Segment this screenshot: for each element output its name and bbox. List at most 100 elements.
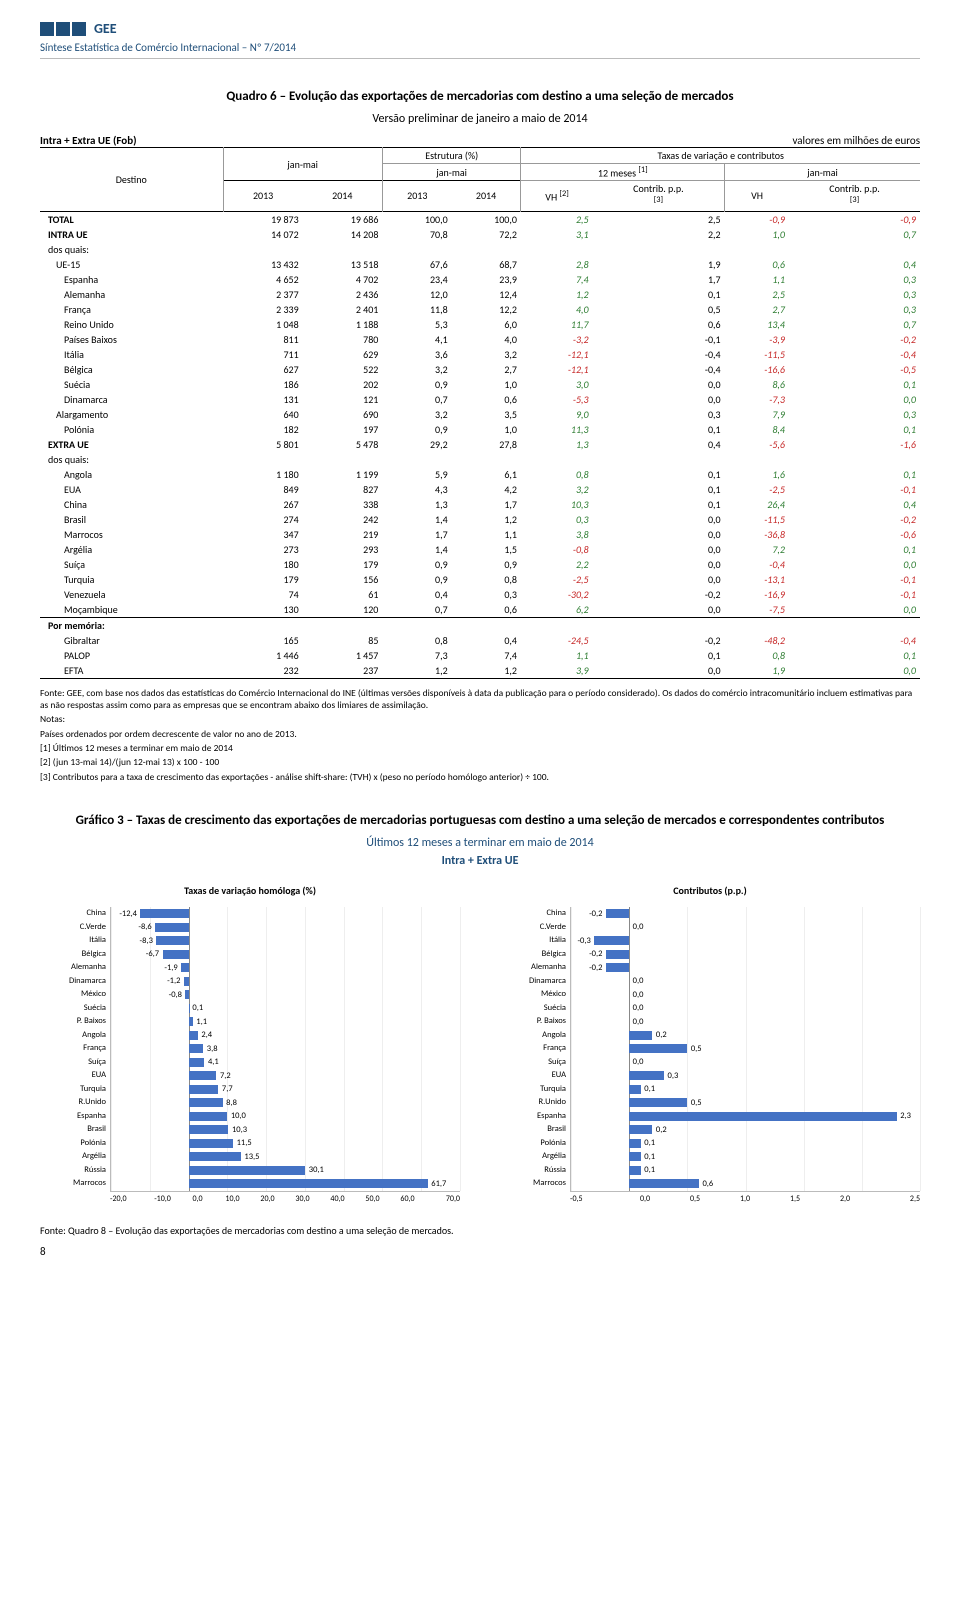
charts-container: Taxas de variação homóloga (%) ChinaC.Ve… — [40, 884, 920, 1204]
table-row: PALOP1 4461 4577,37,41,10,10,80,1 — [40, 648, 920, 663]
table-row: TOTAL19 87319 686100,0100,02,52,5-0,9-0,… — [40, 211, 920, 227]
table-row: Moçambique1301200,70,66,20,0-7,50,0 — [40, 602, 920, 618]
bar-row: 0,0 — [571, 1056, 920, 1070]
table-row: Reino Unido1 0481 1885,36,011,70,613,40,… — [40, 317, 920, 332]
table-row: Brasil2742421,41,20,30,0-11,5-0,2 — [40, 512, 920, 527]
chart-left-labels: ChinaC.VerdeItáliaBélgicaAlemanhaDinamar… — [40, 907, 110, 1192]
bar-row: -0,2 — [571, 961, 920, 975]
bar-row: 11,5 — [111, 1137, 460, 1151]
fonte: Fonte: GEE, com base nos dados das estat… — [40, 687, 920, 712]
bar-row: 7,2 — [111, 1069, 460, 1083]
bar-row: 2,4 — [111, 1029, 460, 1043]
table-row: Polónia1821970,91,011,30,18,40,1 — [40, 422, 920, 437]
main-table: Destino jan-mai Estrutura (%) Taxas de v… — [40, 147, 920, 679]
bar-row: 10,3 — [111, 1123, 460, 1137]
bar-row: 0,0 — [571, 1002, 920, 1016]
chart-left-title: Taxas de variação homóloga (%) — [40, 884, 460, 897]
bar-row: -8,3 — [111, 934, 460, 948]
header: GEE — [40, 20, 920, 37]
bar-row: -0,3 — [571, 934, 920, 948]
notas: Notas: — [40, 713, 920, 725]
bar-row: -12,4 — [111, 907, 460, 921]
table-row: Angola1 1801 1995,96,10,80,11,60,1 — [40, 467, 920, 482]
table-row: Suécia1862020,91,03,00,08,60,1 — [40, 377, 920, 392]
table-row: Argélia2732931,41,5-0,80,07,20,1 — [40, 542, 920, 557]
bar-row: 13,5 — [111, 1150, 460, 1164]
bar-row: 8,8 — [111, 1096, 460, 1110]
chart-right-bars: -0,20,0-0,3-0,2-0,20,00,00,00,00,20,50,0… — [570, 907, 920, 1192]
chart-left: Taxas de variação homóloga (%) ChinaC.Ve… — [40, 884, 460, 1204]
table-row: Alemanha2 3772 43612,012,41,20,12,50,3 — [40, 287, 920, 302]
table-row: Bélgica6275223,22,7-12,1-0,4-16,6-0,5 — [40, 362, 920, 377]
note-4: [3] Contributos para a taxa de crescimen… — [40, 771, 920, 783]
table-row: UE-1513 43213 51867,668,72,81,90,60,4 — [40, 257, 920, 272]
table-row: Espanha4 6524 70223,423,97,41,71,10,3 — [40, 272, 920, 287]
table-row: Suíça1801790,90,92,20,0-0,40,0 — [40, 557, 920, 572]
table-row: EUA8498274,34,23,20,1-2,5-0,1 — [40, 482, 920, 497]
bar-row: 10,0 — [111, 1110, 460, 1124]
chart-sub1: Últimos 12 meses a terminar em maio de 2… — [40, 836, 920, 850]
fob-left: Intra + Extra UE (Fob) — [40, 134, 137, 147]
table-row: INTRA UE14 07214 20870,872,23,12,21,00,7 — [40, 227, 920, 242]
table-row: Marrocos3472191,71,13,80,0-36,8-0,6 — [40, 527, 920, 542]
bar-row: 7,7 — [111, 1083, 460, 1097]
table-row: dos quais: — [40, 242, 920, 257]
bar-row: 30,1 — [111, 1164, 460, 1178]
gee-label: GEE — [94, 20, 117, 37]
table-row: Alargamento6406903,23,59,00,37,90,3 — [40, 407, 920, 422]
bar-row: 0,2 — [571, 1123, 920, 1137]
chart-right-labels: ChinaC.VerdeItáliaBélgicaAlemanhaDinamar… — [500, 907, 570, 1192]
note-3: [2] (jun 13-mai 14)/(jun 12-mai 13) x 10… — [40, 756, 920, 768]
bar-row: -6,7 — [111, 948, 460, 962]
chart-sub2: Intra + Extra UE — [40, 854, 920, 868]
bar-row: 0,1 — [571, 1083, 920, 1097]
logo-icon — [40, 22, 86, 36]
bar-row: 0,1 — [571, 1150, 920, 1164]
bar-row: 0,5 — [571, 1042, 920, 1056]
bar-row: 3,8 — [111, 1042, 460, 1056]
bar-row: 2,3 — [571, 1110, 920, 1124]
table-head: Destino jan-mai Estrutura (%) Taxas de v… — [40, 148, 920, 212]
note-1: Países ordenados por ordem decrescente d… — [40, 728, 920, 740]
table-title: Quadro 6 – Evolução das exportações de m… — [40, 89, 920, 104]
bar-row: 0,0 — [571, 921, 920, 935]
table-row: Gibraltar165850,80,4-24,5-0,2-48,2-0,4 — [40, 633, 920, 648]
bar-row: -8,6 — [111, 921, 460, 935]
fob-row: Intra + Extra UE (Fob) valores em milhõe… — [40, 134, 920, 147]
bar-row: 0,0 — [571, 988, 920, 1002]
memoria-header: Por memória: — [40, 617, 920, 633]
fob-right: valores em milhões de euros — [792, 134, 920, 147]
table-subtitle: Versão preliminar de janeiro a maio de 2… — [40, 112, 920, 126]
table-row: EFTA2322371,21,23,90,01,90,0 — [40, 663, 920, 679]
bar-row: 1,1 — [111, 1015, 460, 1029]
page-number: 8 — [40, 1245, 920, 1258]
note-2: [1] Últimos 12 meses a terminar em maio … — [40, 742, 920, 754]
table-row: China2673381,31,710,30,126,40,4 — [40, 497, 920, 512]
chart-left-bars: -12,4-8,6-8,3-6,7-1,9-1,2-0,80,11,12,43,… — [110, 907, 460, 1192]
table-row: EXTRA UE5 8015 47829,227,81,30,4-5,6-1,6 — [40, 437, 920, 452]
bar-row: -0,2 — [571, 907, 920, 921]
table-row: Países Baixos8117804,14,0-3,2-0,1-3,9-0,… — [40, 332, 920, 347]
bar-row: 0,1 — [571, 1137, 920, 1151]
chart-right-axis: -0,50,00,51,01,52,02,5 — [570, 1194, 920, 1204]
bar-row: 0,5 — [571, 1096, 920, 1110]
bar-row: 0,6 — [571, 1177, 920, 1191]
bar-row: -1,2 — [111, 975, 460, 989]
chart-right-title: Contributos (p.p.) — [500, 884, 920, 897]
table-row: França2 3392 40111,812,24,00,52,70,3 — [40, 302, 920, 317]
table-row: Turquia1791560,90,8-2,50,0-13,1-0,1 — [40, 572, 920, 587]
bar-row: 0,2 — [571, 1029, 920, 1043]
chart-title: Gráfico 3 – Taxas de crescimento das exp… — [40, 813, 920, 828]
bar-row: 0,1 — [111, 1002, 460, 1016]
table-row: Dinamarca1311210,70,6-5,30,0-7,30,0 — [40, 392, 920, 407]
table-row: Venezuela74610,40,3-30,2-0,2-16,9-0,1 — [40, 587, 920, 602]
table-body: TOTAL19 87319 686100,0100,02,52,5-0,9-0,… — [40, 211, 920, 678]
footnotes: Fonte: GEE, com base nos dados das estat… — [40, 687, 920, 783]
bar-row: 4,1 — [111, 1056, 460, 1070]
bar-row: 0,0 — [571, 1015, 920, 1029]
bar-row: 61,7 — [111, 1177, 460, 1191]
bar-row: 0,0 — [571, 975, 920, 989]
bar-row: -0,8 — [111, 988, 460, 1002]
table-row: Itália7116293,63,2-12,1-0,4-11,5-0,4 — [40, 347, 920, 362]
bar-row: -1,9 — [111, 961, 460, 975]
